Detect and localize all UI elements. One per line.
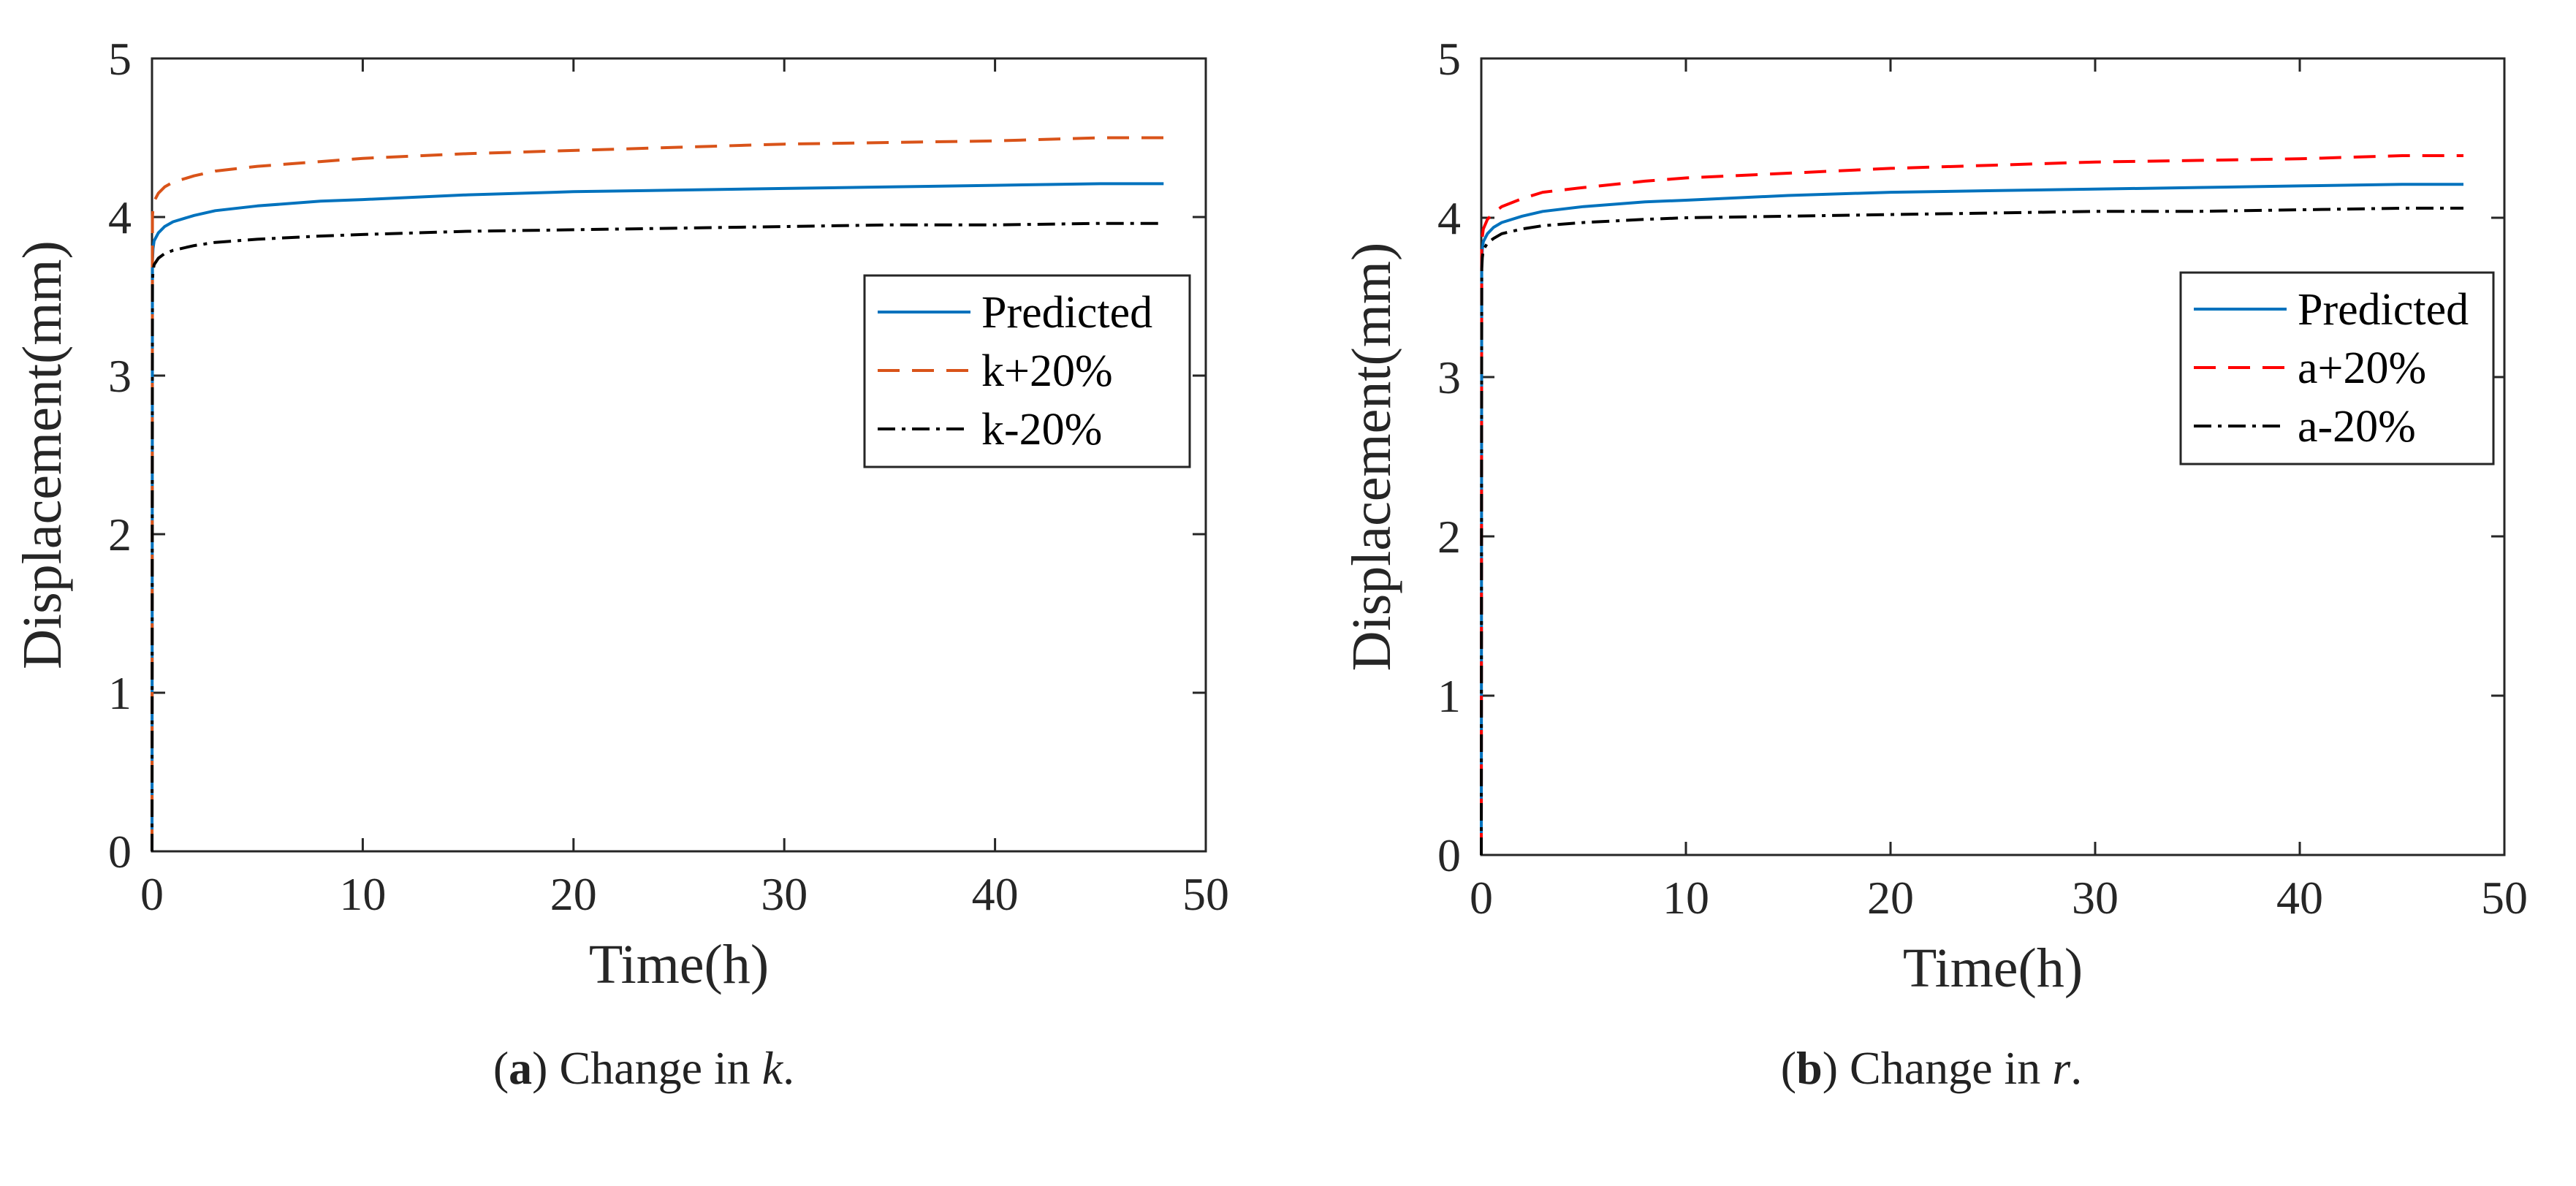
y-tick-label: 3	[1437, 351, 1461, 403]
legend-label: a-20%	[2298, 402, 2416, 452]
y-tick-label: 0	[108, 826, 132, 878]
series-line-a-20-	[1480, 206, 2463, 856]
chart-a: 0 10 20 30 40 50 0 1 2 3 4 5 Time(h) Displacement(mm)…	[12, 33, 1229, 995]
y-tick-label: 4	[108, 191, 132, 243]
y-tick-label: 1	[108, 667, 132, 719]
y-tick-label: 5	[108, 33, 132, 85]
series-line-a-20-	[1480, 154, 2463, 856]
legend-label: a+20%	[2298, 343, 2426, 393]
caption-a: (a) Change in k.	[0, 1041, 1288, 1095]
series-line-predicted	[1480, 183, 2463, 856]
x-tick-label: 20	[1867, 872, 1914, 924]
y-axis-title: Displacement(mm)	[1341, 243, 1402, 672]
x-tick-label: 40	[972, 868, 1019, 920]
legend-label: Predicted	[981, 288, 1152, 338]
caption-b: (b) Change in r.	[1288, 1041, 2575, 1095]
legend-label: k-20%	[981, 405, 1102, 455]
legend-label: k+20%	[981, 346, 1113, 396]
caption-text: ) Change in	[532, 1042, 762, 1094]
y-tick-label: 2	[108, 509, 132, 560]
y-axis-title: Displacement(mm)	[12, 240, 73, 669]
caption-label: a	[509, 1042, 533, 1094]
series-line-k-20-	[151, 221, 1164, 852]
caption-variable: k	[761, 1042, 783, 1094]
y-tick-label: 1	[1437, 670, 1461, 722]
chart-panel-a: 0 10 20 30 40 50 0 1 2 3 4 5 Time(h) Displacement(mm)…	[0, 33, 1288, 1095]
caption-text: ) Change in	[1822, 1042, 2053, 1094]
legend-label: Predicted	[2298, 285, 2469, 335]
x-axis-title: Time(h)	[1903, 938, 2083, 999]
chart-b: 0 10 20 30 40 50 0 1 2 3 4 5 Time(h) Displacement(mm)…	[1341, 33, 2528, 999]
x-tick-label: 30	[761, 868, 808, 920]
x-tick-label: 0	[140, 868, 164, 920]
series-line-k-20-	[151, 136, 1164, 852]
x-tick-label: 30	[2072, 872, 2119, 924]
caption-variable: r	[2052, 1042, 2071, 1094]
x-tick-label: 50	[2481, 872, 2528, 924]
x-tick-label: 20	[550, 868, 597, 920]
x-tick-label: 40	[2276, 872, 2323, 924]
caption-open: (	[493, 1042, 509, 1094]
x-tick-label: 10	[1663, 872, 1709, 924]
y-tick-label: 3	[108, 350, 132, 402]
x-tick-label: 0	[1470, 872, 1493, 924]
y-tick-label: 0	[1437, 829, 1461, 881]
caption-open: (	[1780, 1042, 1797, 1094]
chart-panel-b: 0 10 20 30 40 50 0 1 2 3 4 5 Time(h) Displacement(mm)…	[1288, 0, 2575, 1186]
caption-label: b	[1796, 1042, 1823, 1094]
series-line-predicted	[151, 182, 1164, 852]
y-tick-label: 5	[1437, 33, 1461, 85]
y-tick-label: 4	[1437, 192, 1461, 244]
y-tick-label: 2	[1437, 511, 1461, 563]
x-tick-label: 50	[1182, 868, 1229, 920]
caption-end: .	[2070, 1042, 2083, 1094]
legend-box	[863, 274, 1191, 468]
caption-end: .	[783, 1042, 795, 1094]
x-axis-title: Time(h)	[589, 934, 769, 995]
x-tick-label: 10	[339, 868, 386, 920]
